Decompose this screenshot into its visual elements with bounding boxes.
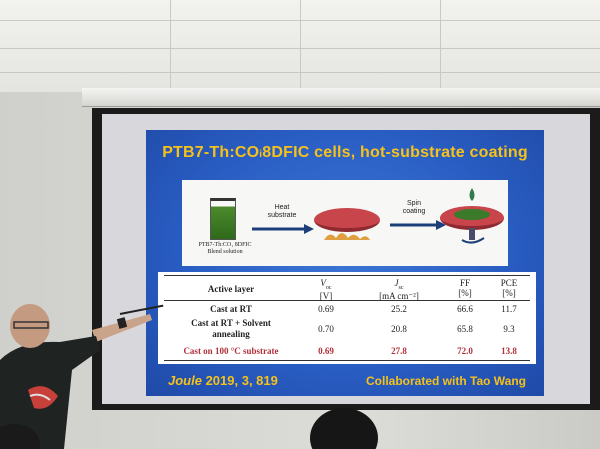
projector-screen-housing [82,88,600,107]
results-table: Active layer Voc [V] Jsc [mA cm⁻²] FF [%]… [158,272,536,364]
table-rule [164,300,530,301]
citation: Joule 2019, 3, 819 [168,373,278,388]
header-active-layer: Active layer [207,284,255,294]
row-pce: 11.7 [501,304,517,314]
row-voc: 0.70 [318,324,334,334]
solution-vial [210,198,236,240]
row-jsc: 20.8 [391,324,407,334]
ceiling-tile-line [440,0,441,92]
row-ff: 66.6 [457,304,473,314]
film-layer [454,209,490,220]
row-pce: 9.3 [503,324,515,334]
row-layer: Cast on 100 °C substrate [183,346,279,356]
heat-substrate-label: Heat substrate [267,204,297,219]
row-pce: 13.8 [501,346,517,356]
ceiling-tile-line [300,0,301,92]
header-pce: PCE [%] [500,278,518,298]
droplet-icon [469,188,475,201]
row-layer: Cast at RT + Solvent annealing [191,318,271,339]
audience-head [310,408,378,449]
heated-substrate-disc [314,208,380,232]
arrow-right-icon [390,220,446,230]
ceiling [0,0,600,92]
table-rule [164,275,530,276]
spin-coating-label: Spin coating [402,200,426,215]
header-voc: Voc [V] [319,278,333,301]
vial-caption: PTB7-Th:CO₁ 8DFIC Blend solution [198,242,252,255]
row-ff: 72.0 [457,346,473,356]
ceiling-tile-line [170,0,171,92]
spin-chuck-icon [461,228,485,244]
presenter [0,304,152,449]
header-ff: FF [%] [458,278,472,298]
row-voc: 0.69 [318,346,334,356]
row-ff: 65.8 [457,324,473,334]
slide-title: PTB7-Th:COi8DFIC cells, hot-substrate co… [162,144,528,161]
table-rule [164,360,530,361]
flame-icon [324,233,370,240]
row-jsc: 25.2 [391,304,407,314]
audience-head [0,424,40,449]
row-jsc: 27.8 [391,346,407,356]
header-jsc: Jsc [mA cm⁻²] [379,278,419,301]
fabrication-scheme: PTB7-Th:CO₁ 8DFIC Blend solution Heat sub… [182,180,508,266]
row-layer: Cast at RT [210,304,252,314]
presentation-slide: PTB7-Th:COi8DFIC cells, hot-substrate co… [146,130,544,396]
collaboration-note: Collaborated with Tao Wang [366,374,526,388]
arrow-right-icon [252,224,314,234]
row-voc: 0.69 [318,304,334,314]
